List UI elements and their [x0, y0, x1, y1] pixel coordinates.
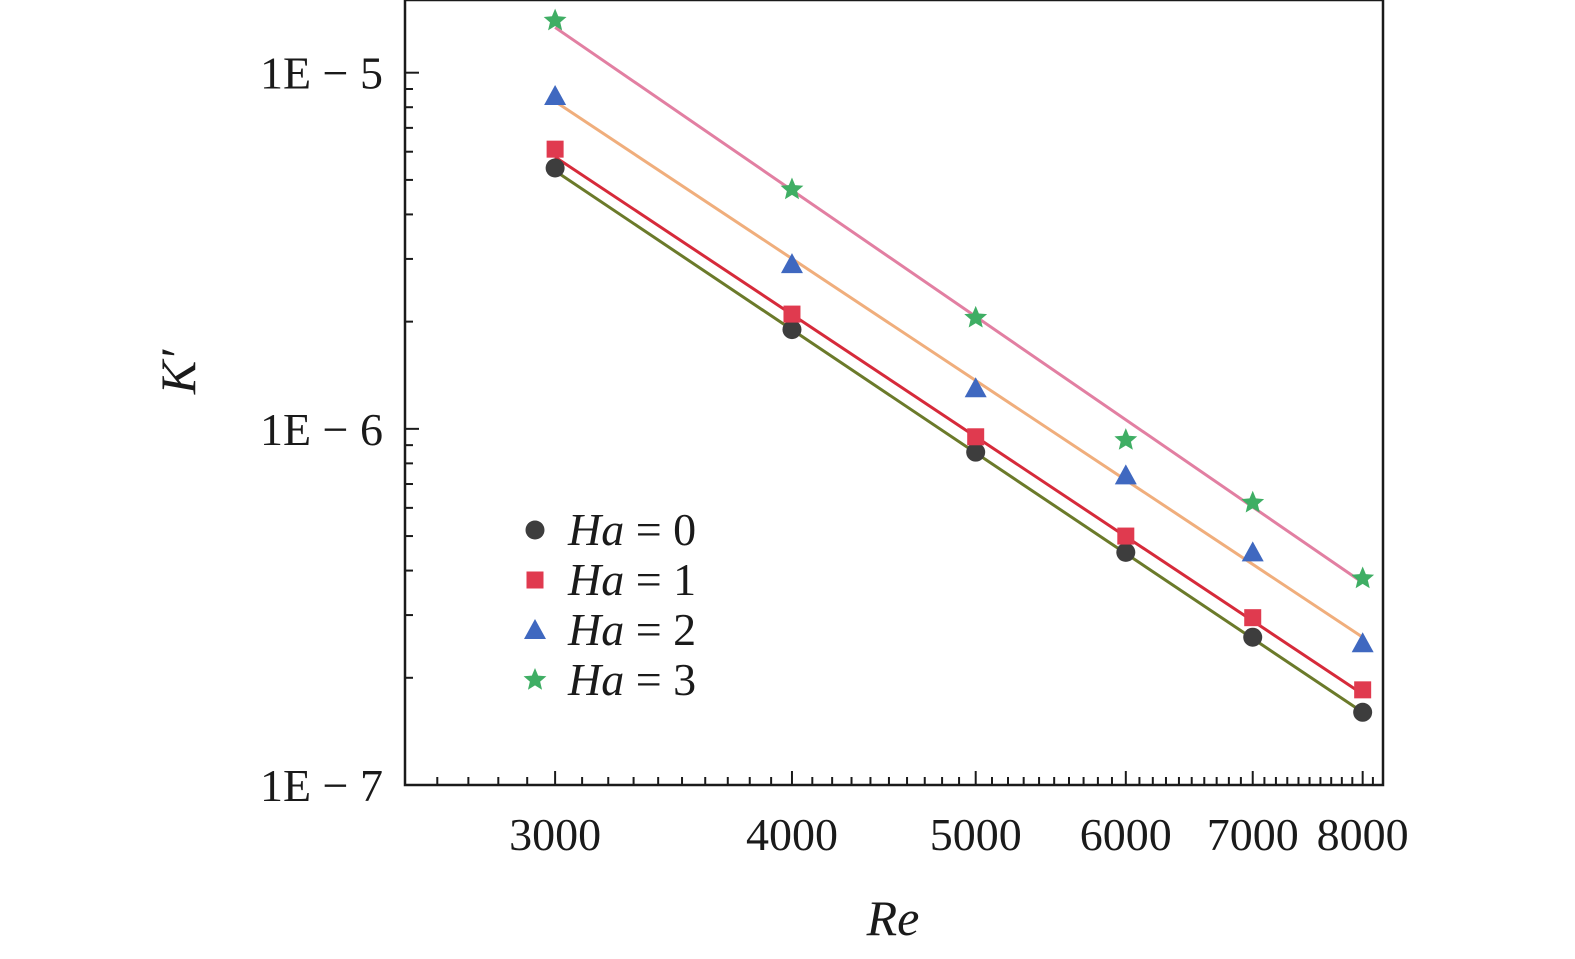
data-point-series-3 — [1241, 490, 1265, 513]
legend-marker-series-1 — [526, 571, 544, 589]
data-point-series-3 — [1114, 428, 1138, 450]
legend-label-series-2: Ha = 2 — [567, 604, 696, 655]
data-point-series-2 — [1114, 464, 1137, 485]
data-point-series-0 — [966, 442, 986, 462]
x-tick-label: 3000 — [509, 809, 601, 860]
legend-label-series-3: Ha = 3 — [567, 654, 696, 705]
fit-line-series-2 — [554, 100, 1364, 639]
data-point-series-2 — [780, 253, 803, 274]
data-point-series-0 — [1353, 702, 1373, 722]
legend-label-series-1: Ha = 1 — [567, 554, 696, 605]
data-point-series-3 — [964, 305, 988, 328]
x-tick-label: 7000 — [1207, 809, 1299, 860]
data-point-series-1 — [967, 428, 985, 446]
data-points — [543, 8, 1375, 722]
x-tick-label: 4000 — [746, 809, 838, 860]
data-point-series-3 — [780, 177, 804, 200]
legend-marker-series-3 — [523, 668, 547, 690]
y-axis-ticks: 1E − 7 1E − 6 1E − 5 — [260, 48, 419, 811]
data-point-series-3 — [1351, 566, 1375, 589]
x-tick-label: 6000 — [1080, 809, 1172, 860]
y-axis-title: K′ — [150, 349, 206, 395]
legend-marker-series-0 — [525, 520, 545, 540]
x-axis-title: Re — [866, 890, 920, 946]
data-point-series-1 — [1354, 681, 1372, 699]
legend-label-series-0: Ha = 0 — [567, 504, 696, 555]
legend-marker-series-2 — [524, 619, 546, 639]
fit-line-series-0 — [554, 169, 1364, 714]
data-point-series-1 — [1117, 527, 1135, 545]
data-point-series-2 — [544, 85, 567, 106]
legend: Ha = 0Ha = 1Ha = 2Ha = 3 — [523, 504, 696, 705]
data-point-series-2 — [1351, 632, 1374, 653]
plot-frame — [403, 0, 1385, 787]
data-point-series-0 — [1243, 627, 1263, 647]
fit-line-series-3 — [554, 26, 1364, 584]
y-tick-label: 1E − 6 — [260, 404, 383, 455]
data-point-series-2 — [964, 377, 987, 398]
data-point-series-1 — [783, 305, 801, 323]
y-tick-label: 1E − 7 — [260, 760, 383, 811]
data-point-series-1 — [1244, 609, 1262, 627]
data-point-series-2 — [1241, 541, 1264, 562]
data-point-series-0 — [545, 158, 565, 178]
x-axis-ticks: 3000 4000 5000 6000 7000 8000 — [436, 771, 1409, 860]
x-tick-label: 8000 — [1317, 809, 1409, 860]
data-point-series-1 — [546, 140, 564, 158]
data-point-series-0 — [1116, 542, 1136, 562]
data-point-series-0 — [782, 320, 802, 340]
x-tick-label: 5000 — [930, 809, 1022, 860]
data-point-series-3 — [543, 8, 567, 31]
fit-line-series-1 — [554, 155, 1364, 696]
fit-lines — [554, 26, 1364, 714]
y-tick-label: 1E − 5 — [260, 48, 383, 99]
